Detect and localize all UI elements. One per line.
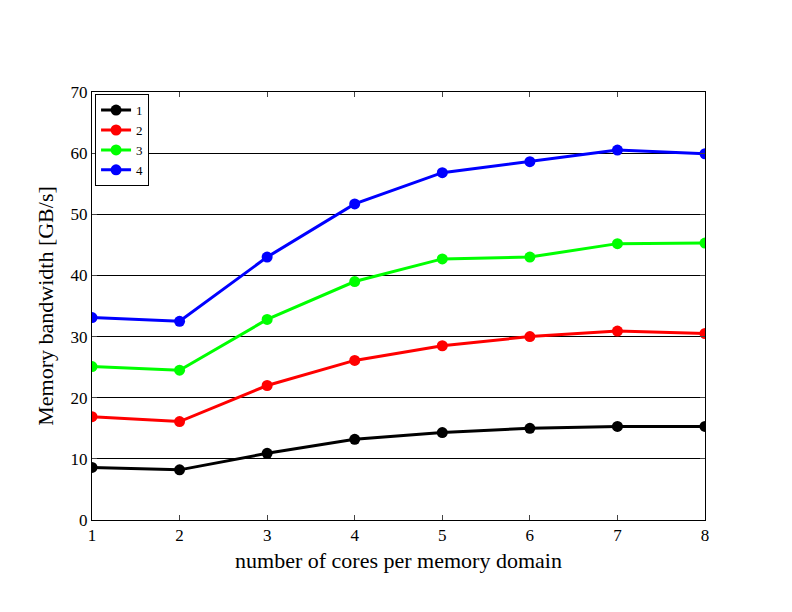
svg-text:50: 50: [71, 205, 88, 224]
svg-text:3: 3: [136, 143, 143, 158]
svg-text:6: 6: [526, 526, 535, 545]
svg-text:2: 2: [136, 123, 143, 138]
svg-text:30: 30: [71, 328, 88, 347]
svg-text:60: 60: [71, 144, 88, 163]
svg-text:7: 7: [613, 526, 622, 545]
svg-text:number of cores per memory dom: number of cores per memory domain: [235, 548, 562, 573]
svg-text:2: 2: [175, 526, 184, 545]
svg-text:Memory bandwidth [GB/s]: Memory bandwidth [GB/s]: [33, 186, 58, 426]
svg-text:70: 70: [71, 83, 88, 102]
svg-text:4: 4: [136, 163, 143, 178]
svg-text:0: 0: [79, 511, 88, 530]
svg-text:1: 1: [136, 103, 143, 118]
svg-text:1: 1: [88, 526, 97, 545]
svg-text:4: 4: [350, 526, 359, 545]
svg-text:8: 8: [701, 526, 710, 545]
svg-text:3: 3: [263, 526, 272, 545]
svg-text:20: 20: [71, 389, 88, 408]
svg-text:5: 5: [438, 526, 447, 545]
svg-text:10: 10: [71, 450, 88, 469]
svg-text:40: 40: [71, 266, 88, 285]
